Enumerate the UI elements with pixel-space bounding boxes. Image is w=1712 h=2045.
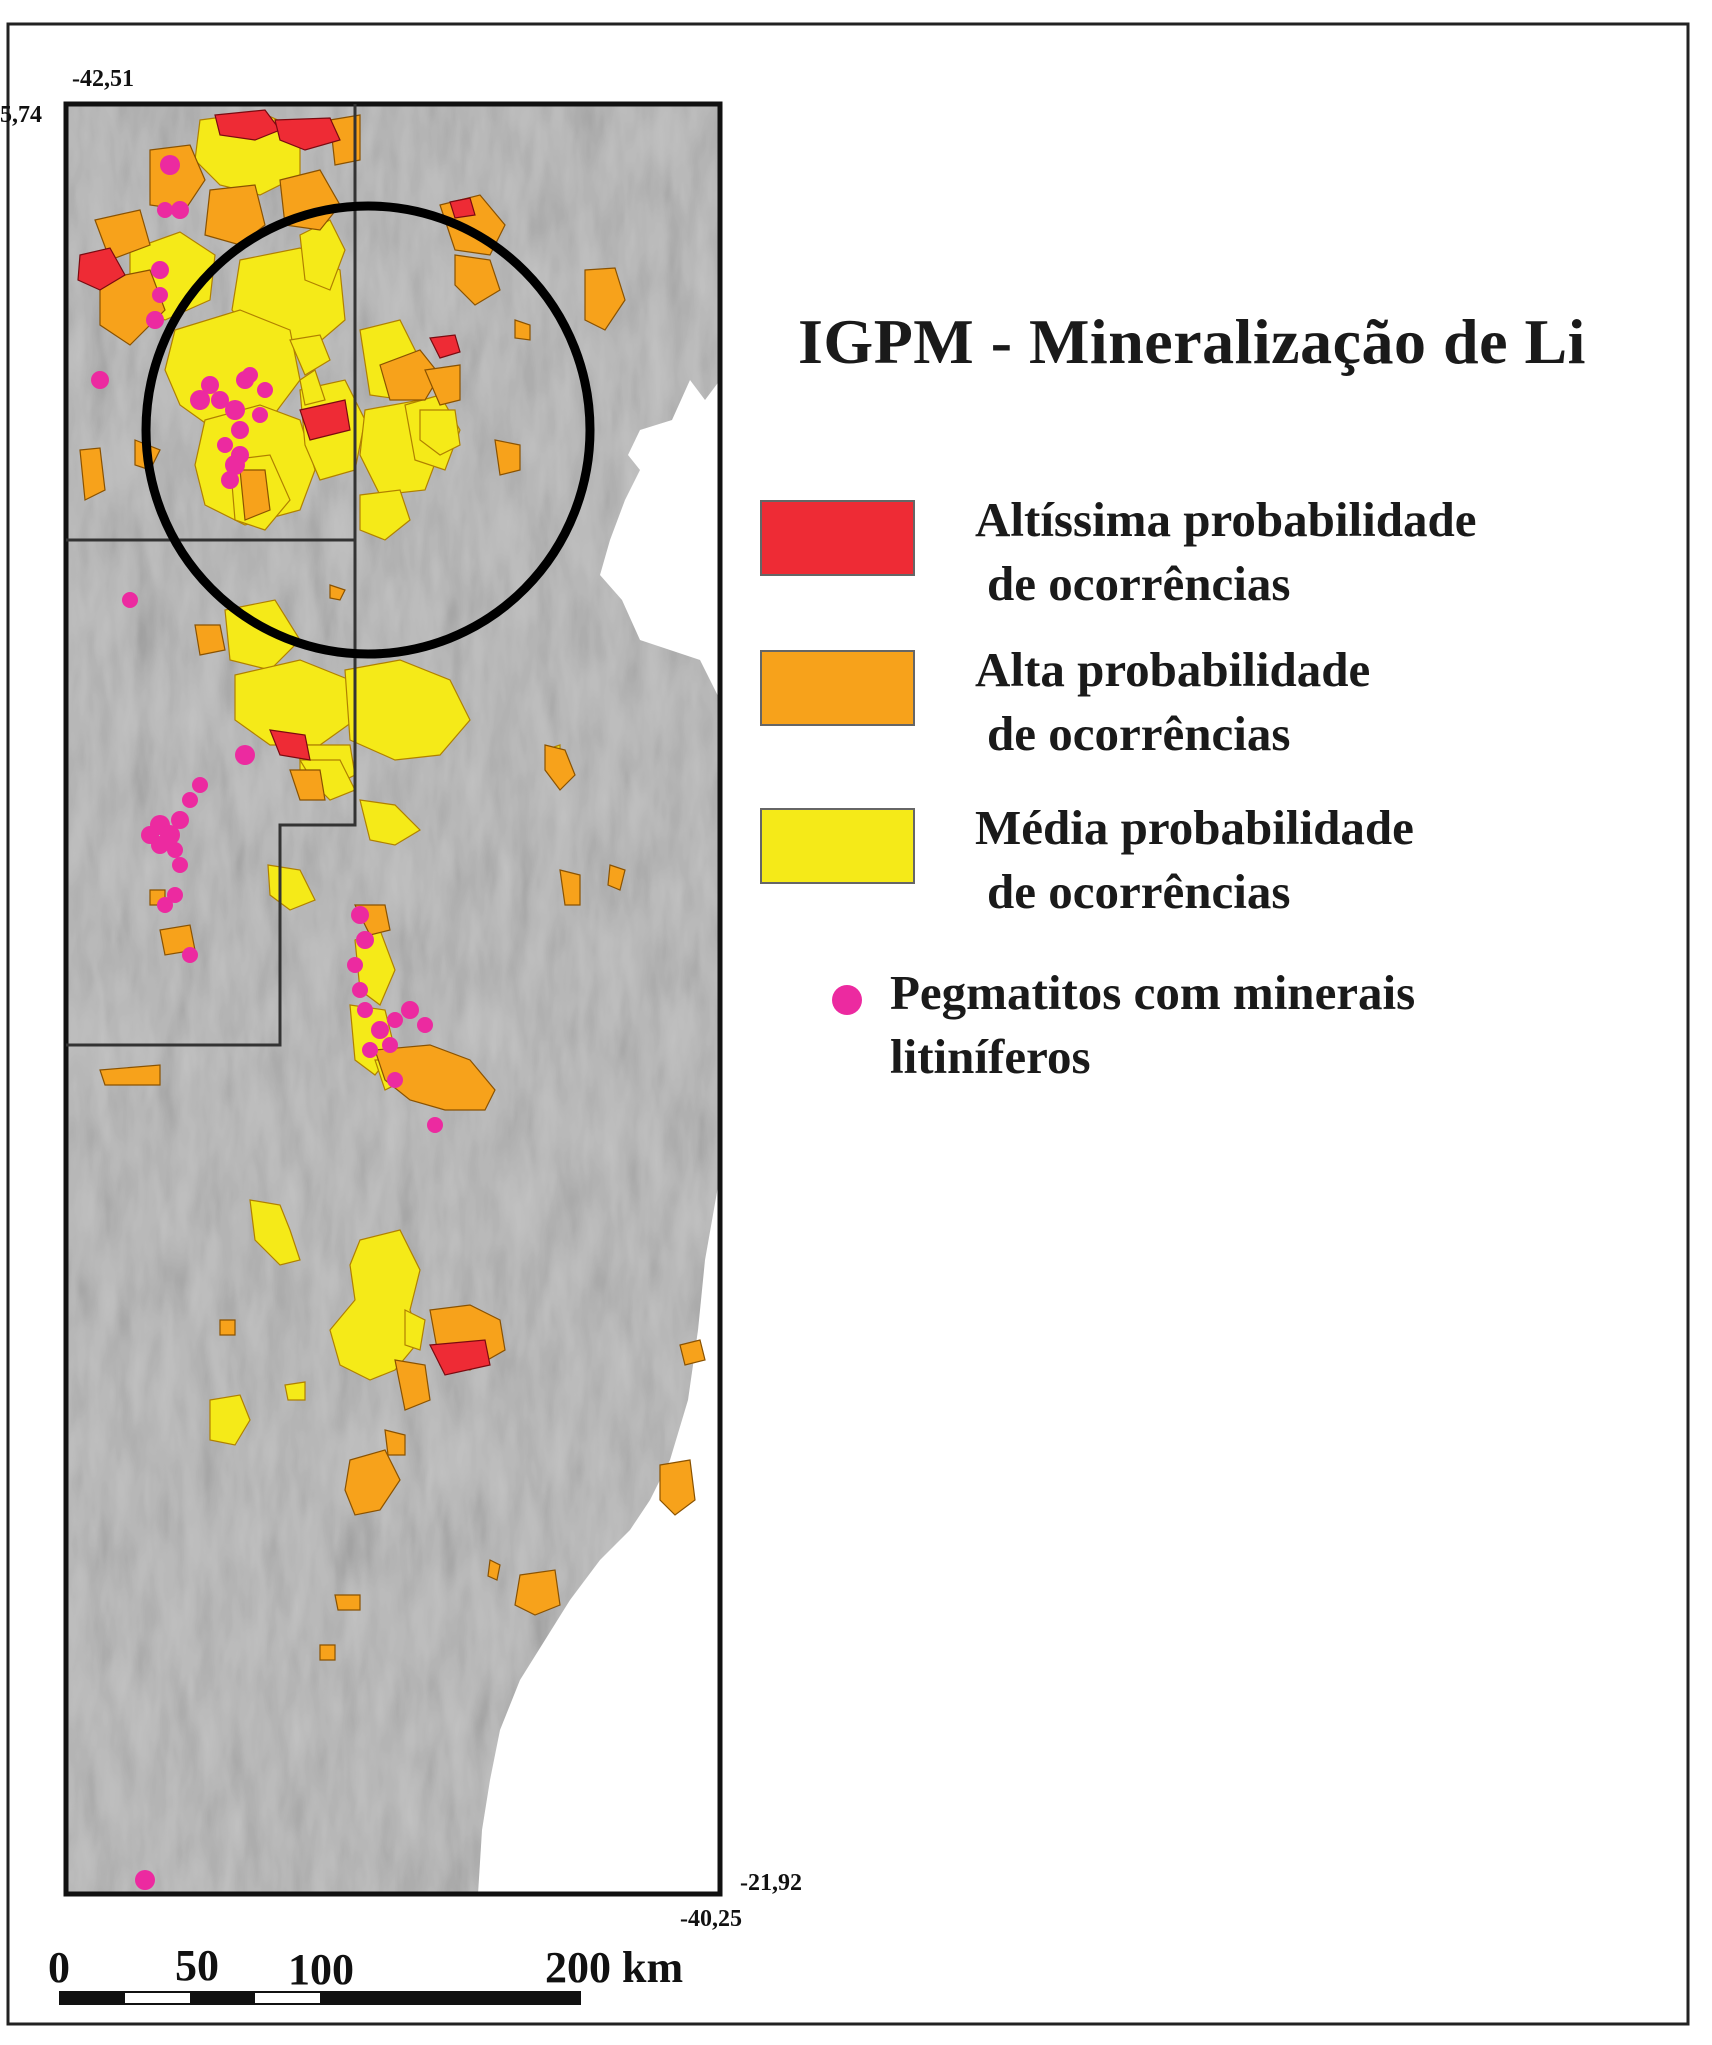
figure-border — [6, 22, 1690, 2026]
legend-label-line1: Média probabilidade — [975, 800, 1414, 855]
legend-label-pegmatite: Pegmatitos com minerais litiníferos — [890, 961, 1415, 1089]
legend-label-line2: de ocorrências — [987, 556, 1291, 611]
scale-label-200-km: 200 km — [545, 1943, 683, 1992]
legend-label-line1: Alta probabilidade — [975, 642, 1371, 697]
scale-bar-segment — [60, 1992, 125, 2004]
coord-top-latitude: 5,74 — [0, 102, 42, 128]
scale-label-50: 50 — [175, 1941, 219, 1990]
legend-swatch-yellow — [760, 808, 915, 884]
scale-bar — [59, 1991, 581, 2005]
legend-label-very-high: Altíssima probabilidade de ocorrências — [975, 488, 1476, 616]
highlight-circle — [141, 201, 595, 659]
map-area — [66, 104, 720, 1894]
map-border — [63, 101, 723, 1897]
legend-swatch-red — [760, 500, 915, 576]
coord-bottom-latitude: -21,92 — [740, 1870, 802, 1896]
legend-label-line2: de ocorrências — [987, 864, 1291, 919]
legend-label-line2: litiníferos — [890, 1029, 1091, 1084]
very-high-probability-areas — [77, 109, 491, 1376]
scale-label-100: 100 — [288, 1945, 354, 1994]
high-probability-areas — [79, 114, 706, 1661]
coord-top-longitude: -42,51 — [72, 66, 134, 92]
region-boundary — [66, 104, 357, 1047]
pegmatite-points — [91, 155, 443, 1890]
scale-bar-segment — [190, 1992, 255, 2004]
scale-labels: 0 50 100 200 km — [48, 1941, 683, 1994]
legend-pegmatite-dot — [832, 985, 862, 1015]
legend-label-line1: Pegmatitos com minerais — [890, 965, 1416, 1020]
coord-bottom-longitude: -40,25 — [680, 1906, 742, 1932]
legend-title: IGPM - Mineralização de Li — [798, 306, 1586, 377]
scale-bar-segment — [320, 1992, 580, 2004]
legend-swatch-orange — [760, 650, 915, 726]
legend-label-high: Alta probabilidade de ocorrências — [975, 638, 1370, 766]
legend-label-line2: de ocorrências — [987, 706, 1291, 761]
legend-label-medium: Média probabilidade de ocorrências — [975, 796, 1414, 924]
scale-label-0: 0 — [48, 1943, 70, 1992]
legend-label-line1: Altíssima probabilidade — [975, 492, 1477, 547]
